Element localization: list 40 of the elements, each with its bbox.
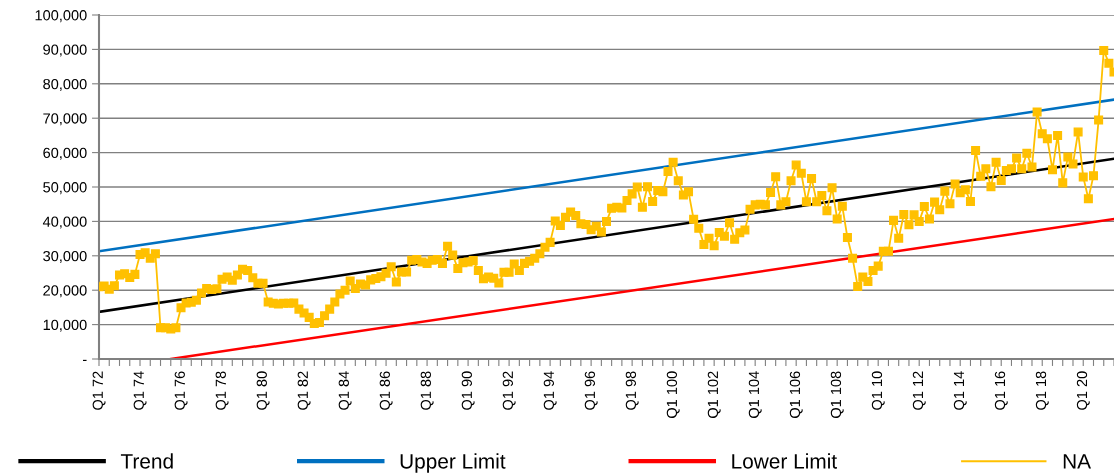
x-tick-label: Q1 92	[502, 371, 516, 410]
x-tick-label: Q1 102	[707, 371, 721, 418]
x-tick-label: Q1 18	[1035, 371, 1049, 410]
y-tick-label: 40,000	[42, 216, 87, 229]
x-tick-label: Q1 78	[215, 371, 229, 410]
x-tick-label: Q1 82	[297, 371, 311, 410]
y-tick-label: 90,000	[43, 44, 87, 57]
x-tick-label: Q1 72	[92, 371, 106, 410]
y-tick-label: -	[82, 359, 87, 361]
x-tick-label: Q1 84	[338, 371, 352, 410]
x-tick-label: Q1 14	[953, 371, 967, 410]
x-tick-label: Q1 10	[871, 371, 885, 410]
x-tick-label: Q1 12	[912, 371, 926, 410]
x-tick-label: Q1 76	[174, 371, 188, 410]
y-tick-label: 60,000	[43, 147, 87, 160]
legend-label: Trend	[120, 453, 173, 469]
x-tick-label: Q1 80	[256, 371, 270, 410]
x-tick-label: Q1 94	[543, 371, 557, 410]
x-tick-label: Q1 106	[789, 371, 803, 418]
y-tick-label: 20,000	[43, 285, 87, 298]
x-tick-label: Q1 90	[461, 371, 475, 410]
x-tick-label: Q1 20	[1076, 371, 1090, 410]
x-tick-label: Q1 16	[994, 371, 1008, 410]
x-tick-label: Q1 86	[379, 371, 393, 410]
legend-label: NA	[1063, 454, 1092, 469]
y-tick-label: 70,000	[43, 113, 87, 126]
x-tick-label: Q1 108	[830, 371, 844, 418]
legend-label: Upper Limit	[400, 453, 506, 473]
x-tick-label: Q1 100	[666, 371, 680, 418]
x-tick-label: Q1 98	[625, 371, 639, 410]
x-tick-label: Q1 88	[420, 371, 434, 410]
x-tick-label: Q1 104	[748, 371, 762, 418]
y-tick-label: 100,000	[35, 10, 87, 23]
legend-label: Lower Limit	[732, 453, 837, 469]
x-tick-label: Q1 96	[584, 371, 598, 410]
y-tick-label: 80,000	[43, 78, 87, 91]
x-tick-label: Q1 74	[133, 371, 147, 410]
y-tick-label: 30,000	[43, 250, 87, 263]
y-tick-label: 10,000	[43, 319, 87, 332]
y-tick-label: 50,000	[43, 182, 87, 195]
